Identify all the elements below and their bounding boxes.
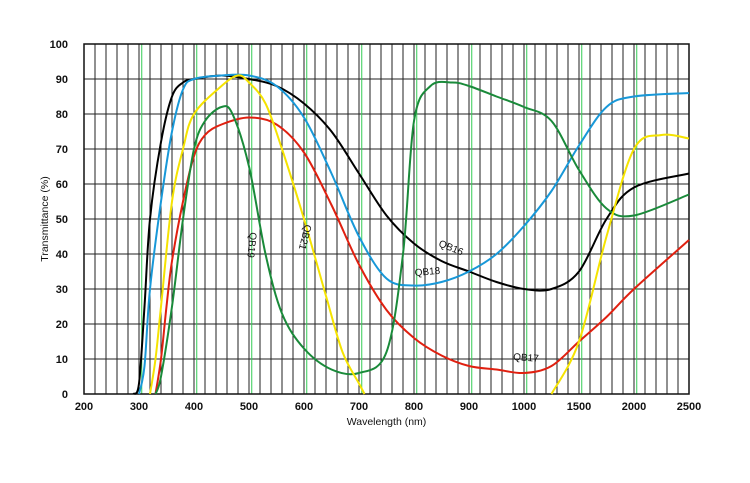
x-tick-label: 1500 bbox=[567, 401, 591, 413]
labels: 0 10 20 30 40 50 60 70 80 90 100 200 300 400 500 600 700… bbox=[39, 39, 701, 428]
x-tick-label: 200 bbox=[75, 401, 93, 413]
y-tick-label: 0 bbox=[62, 389, 68, 401]
x-tick-label: 600 bbox=[295, 401, 313, 413]
x-tick-label: 500 bbox=[240, 401, 258, 413]
series-line-qb17 bbox=[154, 116, 690, 395]
x-tick-label: 2000 bbox=[622, 401, 646, 413]
curve-label-qb19: QB19 bbox=[244, 232, 258, 259]
x-tick-label: 700 bbox=[350, 401, 368, 413]
y-tick-label: 80 bbox=[56, 109, 68, 121]
series-line-qb16 bbox=[132, 74, 690, 395]
x-tick-label: 2500 bbox=[677, 401, 701, 413]
plot-border bbox=[83, 43, 690, 395]
y-axis-title: Transmittance (%) bbox=[39, 176, 51, 261]
y-tick-label: 50 bbox=[56, 214, 68, 226]
x-tick-label: 400 bbox=[185, 401, 203, 413]
curve-label-qb17: QB17 bbox=[513, 352, 540, 365]
y-tick-label: 40 bbox=[56, 249, 68, 261]
series-line-qb21-tail bbox=[550, 133, 690, 395]
y-tick-label: 10 bbox=[56, 354, 68, 366]
series-line-qb21 bbox=[149, 74, 366, 395]
grid bbox=[83, 43, 690, 395]
y-tick-label: 60 bbox=[56, 179, 68, 191]
y-tick-label: 70 bbox=[56, 144, 68, 156]
x-tick-label: 1000 bbox=[512, 401, 536, 413]
curve-label-qb18: QB18 bbox=[414, 266, 441, 279]
x-tick-label: 800 bbox=[405, 401, 423, 413]
series-line-qb19 bbox=[154, 80, 690, 395]
x-axis-title: Wavelength (nm) bbox=[347, 416, 427, 428]
y-tick-label: 20 bbox=[56, 319, 68, 331]
curves bbox=[132, 73, 690, 395]
y-tick-label: 100 bbox=[50, 39, 68, 51]
curve-label-qb16: QB16 bbox=[437, 239, 465, 259]
x-tick-label: 300 bbox=[130, 401, 148, 413]
x-tick-label: 900 bbox=[460, 401, 478, 413]
curve-label-qb21: QB21 bbox=[296, 223, 313, 251]
series-line-qb18 bbox=[138, 73, 690, 395]
y-tick-label: 90 bbox=[56, 74, 68, 86]
y-tick-label: 30 bbox=[56, 284, 68, 296]
